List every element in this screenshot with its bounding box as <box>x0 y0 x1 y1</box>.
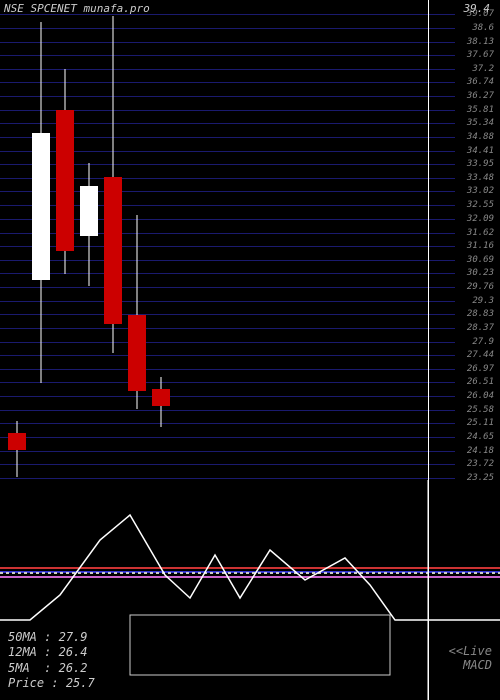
gridlabel: 25.58 <box>467 405 494 415</box>
candle[interactable] <box>8 0 26 480</box>
gridlabel: 28.83 <box>467 309 494 319</box>
gridlabel: 30.23 <box>467 268 494 278</box>
gridlabel: 38.13 <box>467 37 494 47</box>
gridlabel: 25.11 <box>467 418 494 428</box>
ma12-stat: 12MA : 26.4 <box>8 645 95 661</box>
gridlabel: 36.74 <box>467 77 494 87</box>
ma5-stat: 5MA : 26.2 <box>8 661 95 677</box>
gridlabel: 28.37 <box>467 323 494 333</box>
candle-body <box>128 315 146 391</box>
stats-panel: 50MA : 27.9 12MA : 26.4 5MA : 26.2 Price… <box>8 630 95 692</box>
candle[interactable] <box>128 0 146 480</box>
gridlabel: 24.65 <box>467 432 494 442</box>
cursor-line <box>428 0 429 700</box>
gridlabel: 29.76 <box>467 282 494 292</box>
gridlabel: 30.69 <box>467 255 494 265</box>
macd-label: MACD <box>463 658 492 672</box>
candle[interactable] <box>80 0 98 480</box>
candle-body <box>104 177 122 324</box>
gridlabel: 27.44 <box>467 350 494 360</box>
candle[interactable] <box>152 0 170 480</box>
live-label: <<Live <box>449 644 492 658</box>
gridlabel: 33.02 <box>467 186 494 196</box>
candle-body <box>56 110 74 251</box>
candle[interactable] <box>56 0 74 480</box>
gridlabel: 34.88 <box>467 132 494 142</box>
price-chart[interactable]: 39.0738.638.1337.6737.236.7436.2735.8135… <box>0 0 500 480</box>
candle-body <box>152 389 170 407</box>
gridlabel: 27.9 <box>472 337 494 347</box>
gridlabel: 37.67 <box>467 50 494 60</box>
candle-body <box>8 433 26 451</box>
gridlabel: 26.97 <box>467 364 494 374</box>
candle[interactable] <box>32 0 50 480</box>
gridlabel: 26.51 <box>467 377 494 387</box>
gridlabel: 34.41 <box>467 146 494 156</box>
price-stat: Price : 25.7 <box>8 676 95 692</box>
candle[interactable] <box>104 0 122 480</box>
gridlabel: 36.27 <box>467 91 494 101</box>
gridlabel: 33.48 <box>467 173 494 183</box>
gridlabel: 35.81 <box>467 105 494 115</box>
ticker-header: NSE SPCENET munafa.pro <box>4 2 150 15</box>
gridlabel: 37.2 <box>472 64 494 74</box>
top-price: 39.4 <box>464 2 491 15</box>
ma50-stat: 50MA : 27.9 <box>8 630 95 646</box>
indicator-box <box>130 615 390 675</box>
gridlabel: 33.95 <box>467 159 494 169</box>
gridlabel: 32.09 <box>467 214 494 224</box>
candle-body <box>32 133 50 280</box>
gridlabel: 26.04 <box>467 391 494 401</box>
gridlabel: 35.34 <box>467 118 494 128</box>
gridlabel: 31.62 <box>467 228 494 238</box>
gridlabel: 23.72 <box>467 459 494 469</box>
candle-body <box>80 186 98 236</box>
gridlabel: 38.6 <box>472 23 494 33</box>
gridlabel: 32.55 <box>467 200 494 210</box>
gridlabel: 31.16 <box>467 241 494 251</box>
gridlabel: 29.3 <box>472 296 494 306</box>
gridlabel: 24.18 <box>467 446 494 456</box>
